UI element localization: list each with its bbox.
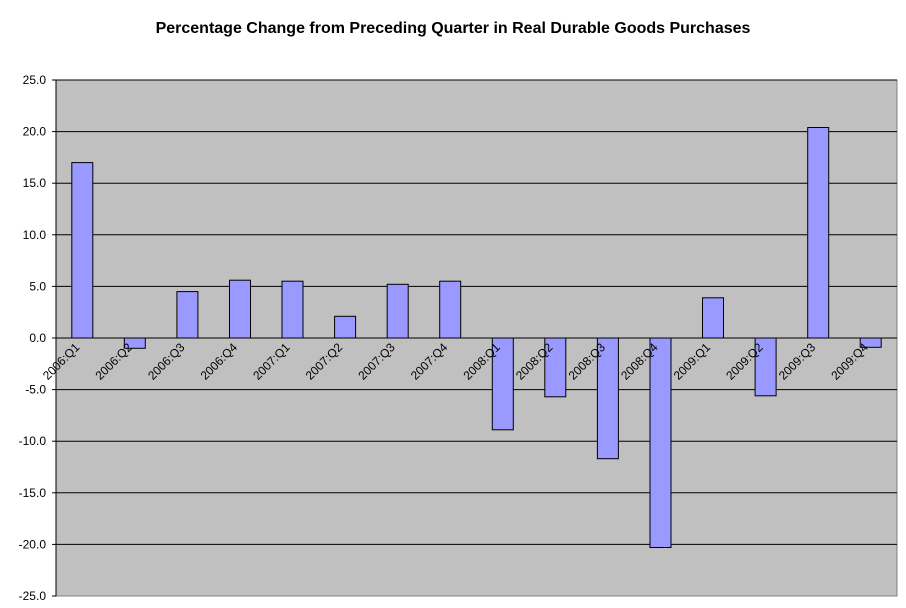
bar (71, 162, 94, 339)
y-tick-label: -25.0 (19, 589, 47, 603)
y-tick-label: 25.0 (23, 73, 47, 87)
y-tick-labels: 25.0 20.0 15.0 10.0 5.0 0.0 -5.0 -10.0 -15.0 -20.… (19, 73, 56, 603)
y-tick-label: 20.0 (23, 125, 47, 139)
chart-title: Percentage Change from Preceding Quarter… (155, 20, 751, 37)
y-tick-label: -10.0 (19, 434, 47, 448)
bar (176, 291, 199, 339)
bar (439, 280, 462, 339)
bar (334, 315, 357, 339)
y-tick-label: 10.0 (23, 228, 47, 242)
bar (649, 337, 672, 548)
bar (702, 297, 724, 339)
y-tick-label: -15.0 (19, 486, 47, 500)
bar (229, 279, 251, 339)
y-tick-label: 15.0 (23, 176, 47, 190)
bar (807, 127, 830, 339)
bar (386, 283, 409, 339)
bar (281, 280, 304, 339)
y-tick-label: -5.0 (25, 383, 46, 397)
y-tick-label: -20.0 (19, 537, 47, 551)
bars (71, 127, 882, 548)
y-tick-label: 5.0 (29, 279, 46, 293)
y-tick-label: 0.0 (29, 331, 46, 345)
